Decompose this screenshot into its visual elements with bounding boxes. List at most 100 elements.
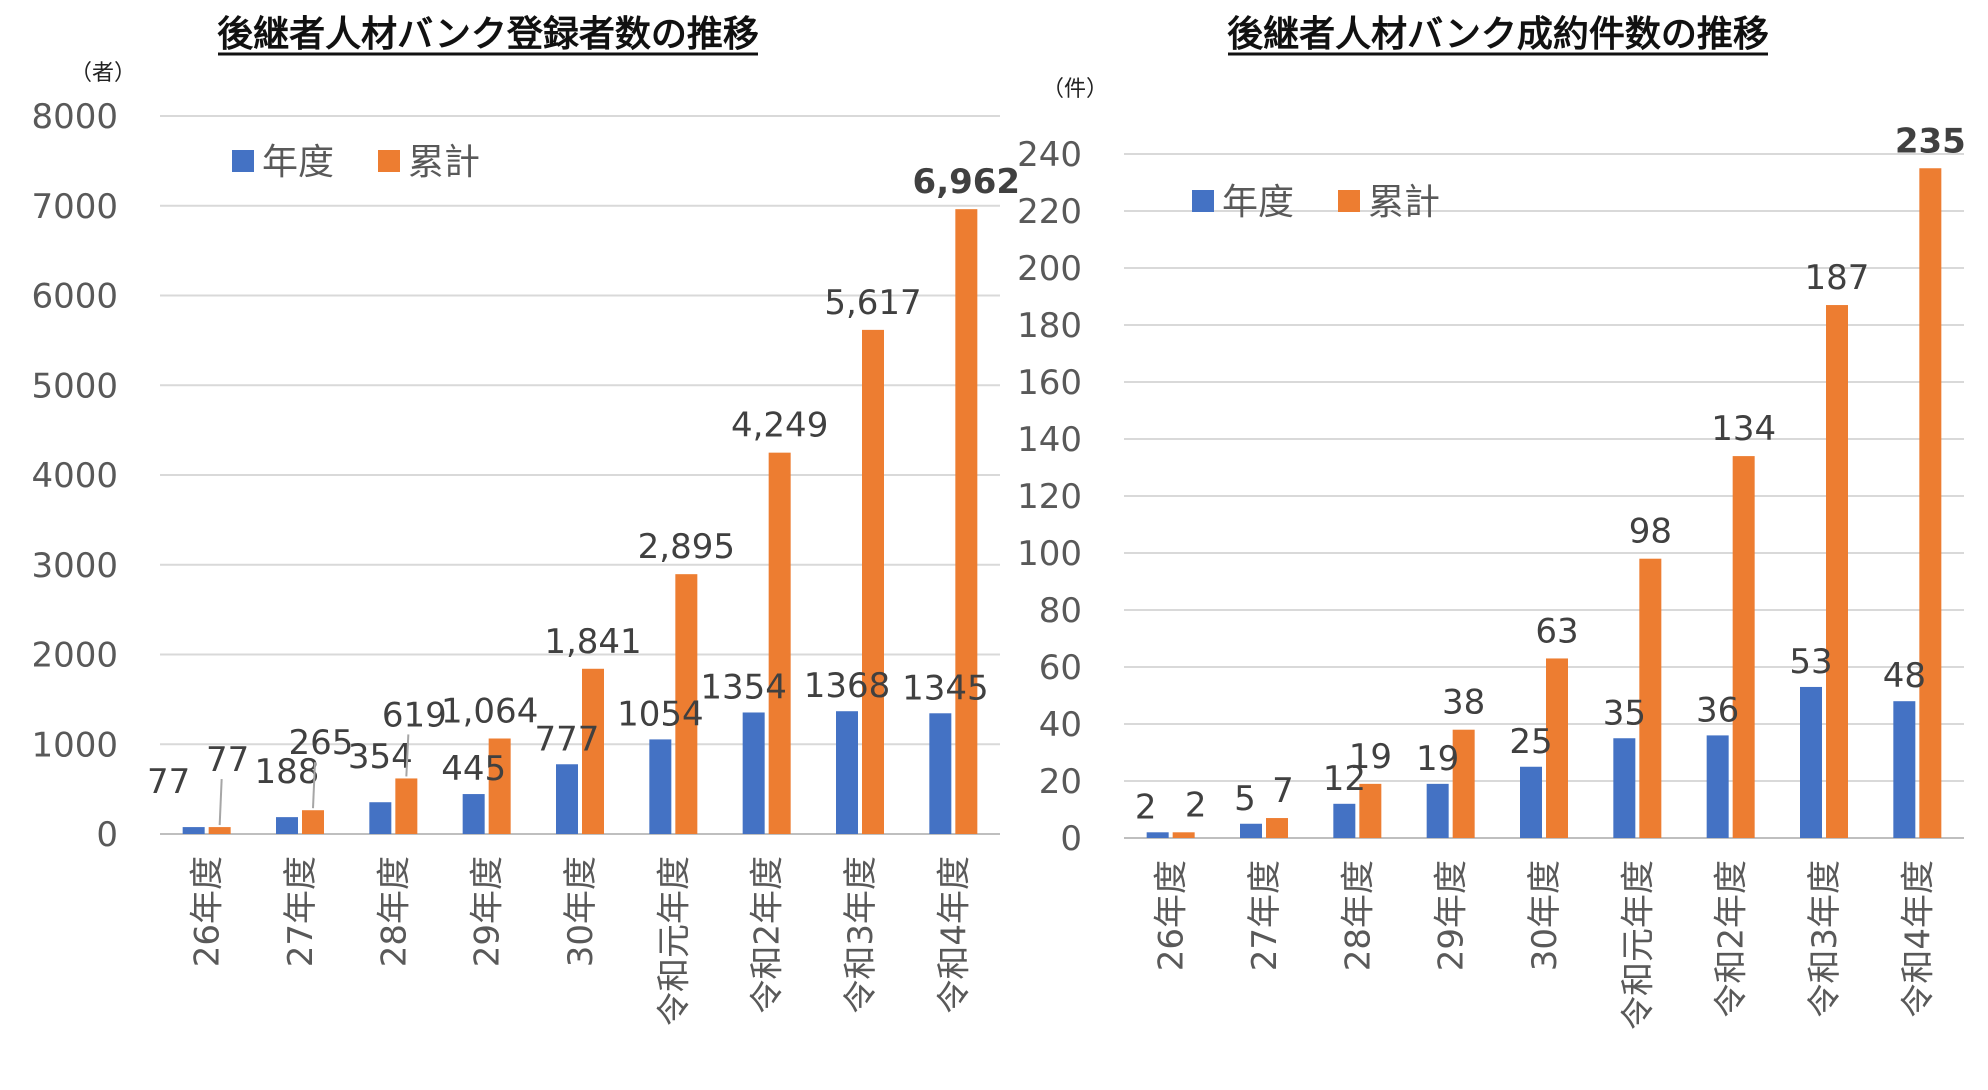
bar-cumulative xyxy=(768,452,791,834)
data-label-yearly: 5 xyxy=(1234,779,1256,819)
y-tick-label: 20 xyxy=(1039,762,1082,802)
data-label-yearly: 1368 xyxy=(804,666,891,706)
data-label-yearly: 354 xyxy=(348,737,413,777)
data-label-leader xyxy=(312,762,316,809)
bar-cumulative xyxy=(1639,558,1662,838)
legend-swatch xyxy=(232,150,254,172)
bar-yearly xyxy=(929,713,952,834)
y-tick-label: 240 xyxy=(1017,135,1082,175)
bar-cumulative xyxy=(1546,658,1568,838)
x-category-label: 29年度 xyxy=(468,856,508,967)
data-label-yearly: 2 xyxy=(1135,787,1157,827)
bar-cumulative xyxy=(582,668,604,834)
bar-cumulative xyxy=(1732,456,1755,838)
bar-yearly xyxy=(369,802,392,834)
data-label-cumulative: 7 xyxy=(1272,771,1294,811)
x-category-label: 30年度 xyxy=(561,856,601,967)
y-tick-label: 100 xyxy=(1017,534,1082,574)
y-tick-label: 200 xyxy=(1017,249,1082,289)
chart-1: 後継者人材バンク登録者数の推移 （者） 0 1000 2000 3000 4000 5000 6… xyxy=(31,14,1020,1026)
bar-cumulative xyxy=(1919,168,1942,838)
y-tick-label: 8000 xyxy=(31,97,118,137)
bar-yearly xyxy=(836,711,858,834)
data-label-yearly: 53 xyxy=(1789,642,1832,682)
data-label-cumulative: 98 xyxy=(1629,512,1672,552)
x-category-label: 令和3年度 xyxy=(1805,860,1845,1018)
bar-cumulative xyxy=(862,329,884,834)
data-label-yearly: 1345 xyxy=(902,668,989,708)
x-category-label: 令和3年度 xyxy=(841,856,881,1014)
legend-swatch xyxy=(378,150,400,172)
data-label-cumulative: 265 xyxy=(289,723,354,763)
data-label-cumulative: 2,895 xyxy=(638,527,735,567)
data-label-leader xyxy=(405,734,410,777)
y-tick-label: 0 xyxy=(96,815,118,855)
bar-cumulative xyxy=(1172,832,1195,838)
y-tick-label: 1000 xyxy=(31,725,118,765)
y-tick-label: 4000 xyxy=(31,456,118,496)
data-label-yearly: 1354 xyxy=(700,667,787,707)
bar-yearly xyxy=(1333,803,1356,838)
data-label-yearly: 188 xyxy=(255,752,320,792)
data-label-cumulative: 2 xyxy=(1185,785,1207,825)
bar-cumulative xyxy=(1266,818,1288,838)
legend-swatch xyxy=(1338,190,1360,212)
chart-title: 後継者人材バンク登録者数の推移 xyxy=(217,14,759,55)
legend-label: 年度 xyxy=(1222,182,1294,223)
y-tick-label: 2000 xyxy=(31,636,118,676)
y-tick-label: 120 xyxy=(1017,477,1082,517)
data-label-yearly: 777 xyxy=(535,719,600,759)
x-category-label: 29年度 xyxy=(1432,860,1472,971)
data-label-yearly: 19 xyxy=(1416,739,1459,779)
data-label-cumulative: 187 xyxy=(1805,258,1870,298)
bar-cumulative xyxy=(208,827,231,834)
data-label-yearly: 77 xyxy=(147,762,190,802)
y-tick-label: 180 xyxy=(1017,306,1082,346)
bar-cumulative xyxy=(955,209,978,834)
bar-yearly xyxy=(649,739,672,834)
x-category-label: 令和元年度 xyxy=(654,856,694,1026)
x-category-label: 27年度 xyxy=(281,856,321,967)
legend-label: 累計 xyxy=(408,142,480,183)
bar-cumulative xyxy=(1359,783,1382,838)
data-label-yearly: 36 xyxy=(1696,690,1739,730)
x-category-label: 27年度 xyxy=(1245,860,1285,971)
data-label-cumulative: 4,249 xyxy=(731,406,828,446)
legend-label: 累計 xyxy=(1368,182,1440,223)
bar-yearly xyxy=(462,794,485,834)
data-label-cumulative: 6,962 xyxy=(913,162,1021,202)
y-tick-label: 7000 xyxy=(31,187,118,227)
bar-yearly xyxy=(1800,686,1822,838)
bar-yearly xyxy=(1426,783,1449,838)
bar-cumulative xyxy=(488,738,511,834)
bar-yearly xyxy=(1520,766,1542,838)
bar-cumulative xyxy=(1452,729,1475,838)
y-tick-label: 0 xyxy=(1060,819,1082,859)
x-category-label: 令和4年度 xyxy=(934,856,974,1014)
x-category-label: 令和2年度 xyxy=(748,856,788,1014)
data-label-cumulative: 1,064 xyxy=(441,692,538,732)
bar-cumulative xyxy=(675,574,698,834)
x-category-label: 28年度 xyxy=(1338,860,1378,971)
data-label-cumulative: 77 xyxy=(206,740,249,780)
data-label-cumulative: 1,841 xyxy=(544,622,641,662)
x-category-label: 令和元年度 xyxy=(1618,860,1658,1030)
bar-yearly xyxy=(1146,832,1169,838)
bar-yearly xyxy=(182,827,205,834)
chart-title: 後継者人材バンク成約件数の推移 xyxy=(1227,14,1769,55)
data-label-yearly: 25 xyxy=(1509,722,1552,762)
y-tick-label: 40 xyxy=(1039,705,1082,745)
y-tick-label: 160 xyxy=(1017,363,1082,403)
y-unit-label: （者） xyxy=(70,61,136,86)
x-category-label: 令和4年度 xyxy=(1898,860,1938,1018)
x-category-label: 令和2年度 xyxy=(1712,860,1752,1018)
x-category-label: 26年度 xyxy=(1152,860,1192,971)
x-category-label: 30年度 xyxy=(1525,860,1565,971)
y-tick-label: 3000 xyxy=(31,546,118,586)
data-label-cumulative: 619 xyxy=(382,695,447,735)
x-category-label: 26年度 xyxy=(188,856,228,967)
data-label-cumulative: 38 xyxy=(1442,683,1485,723)
y-tick-label: 140 xyxy=(1017,420,1082,460)
y-tick-label: 80 xyxy=(1039,591,1082,631)
bar-yearly xyxy=(1893,701,1916,838)
